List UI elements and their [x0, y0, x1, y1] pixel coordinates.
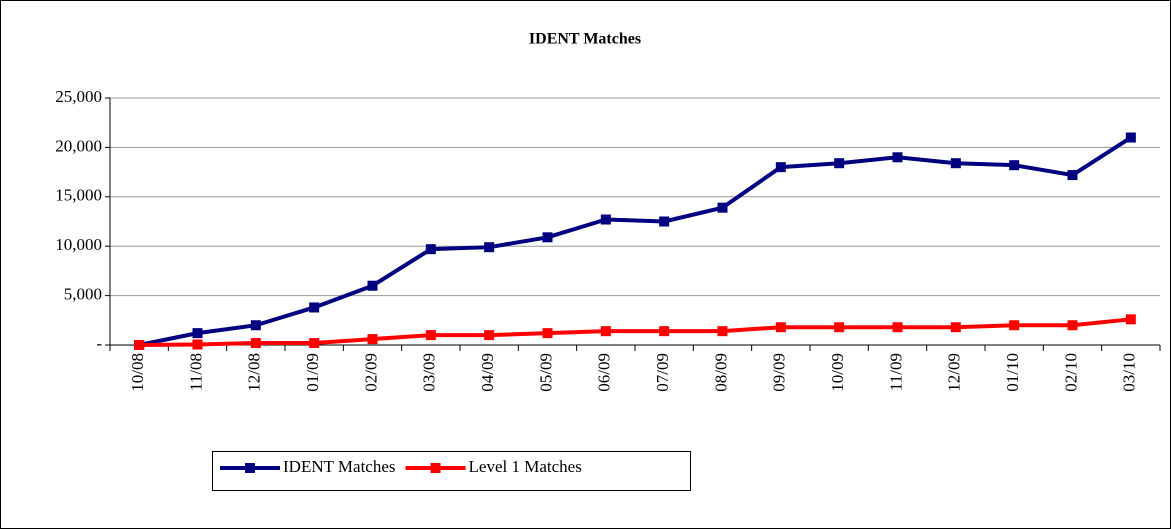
point-marker: [834, 158, 845, 169]
point-marker: [484, 330, 495, 341]
x-tick-label: 03/09: [420, 353, 439, 392]
point-marker: [425, 330, 436, 341]
point-marker: [484, 242, 495, 253]
y-tick-label: 5,000: [64, 285, 102, 304]
legend-marker: [430, 463, 441, 473]
point-marker: [1009, 320, 1020, 331]
point-marker: [192, 328, 203, 339]
series-line: [138, 135, 1132, 347]
point-marker: [309, 338, 320, 349]
x-tick-label: 03/10: [1120, 353, 1139, 392]
point-marker: [659, 326, 670, 337]
x-tick-label: 01/10: [1003, 353, 1022, 392]
y-tick-label: 20,000: [55, 136, 102, 155]
point-marker: [775, 162, 786, 173]
x-tick-label: 10/09: [828, 353, 847, 392]
legend-marker: [245, 463, 255, 473]
point-marker: [134, 340, 145, 350]
point-marker: [425, 244, 436, 255]
x-tick-label: 02/09: [361, 353, 380, 392]
x-tick-label: 06/09: [595, 353, 614, 392]
y-tick-label: -: [96, 334, 102, 353]
x-tick-label: 08/09: [711, 353, 730, 392]
x-tick-label: 11/08: [186, 353, 205, 391]
point-marker: [892, 322, 903, 333]
legend-label: Level 1 Matches: [469, 457, 582, 476]
point-marker: [717, 202, 728, 213]
point-marker: [834, 322, 845, 333]
point-marker: [892, 152, 903, 163]
x-tick-label: 02/10: [1061, 353, 1080, 392]
chart-title: IDENT Matches: [529, 31, 641, 48]
point-marker: [717, 326, 728, 337]
point-marker: [192, 339, 203, 350]
legend-label: IDENT Matches: [283, 457, 396, 476]
x-tick-label: 04/09: [478, 353, 497, 392]
point-marker: [950, 158, 961, 169]
x-tick-label: 09/09: [770, 353, 789, 392]
y-tick-label: 10,000: [55, 235, 102, 254]
x-tick-label: 05/09: [536, 353, 555, 392]
point-marker: [600, 326, 611, 337]
y-tick-label: 15,000: [55, 186, 102, 205]
y-tick-label: 25,000: [55, 87, 102, 106]
point-marker: [1125, 132, 1136, 143]
point-marker: [367, 280, 378, 291]
point-marker: [542, 328, 553, 339]
x-tick-label: 12/09: [945, 353, 964, 392]
point-marker: [775, 322, 786, 333]
point-marker: [309, 302, 320, 313]
point-marker: [542, 232, 553, 243]
point-marker: [1067, 170, 1078, 181]
point-marker: [659, 216, 670, 227]
point-marker: [250, 338, 261, 349]
point-marker: [1009, 160, 1020, 171]
legend-box: [212, 451, 691, 491]
x-tick-label: 07/09: [653, 353, 672, 392]
point-marker: [250, 320, 261, 331]
x-tick-label: 01/09: [303, 353, 322, 392]
x-tick-label: 11/09: [886, 353, 905, 391]
x-tick-label: 12/08: [245, 353, 264, 392]
point-marker: [600, 214, 611, 225]
x-tick-label: 10/08: [128, 353, 147, 392]
point-marker: [1125, 314, 1136, 325]
series-line: [139, 317, 1132, 347]
point-marker: [1067, 320, 1078, 331]
point-marker: [367, 334, 378, 345]
point-marker: [950, 322, 961, 333]
